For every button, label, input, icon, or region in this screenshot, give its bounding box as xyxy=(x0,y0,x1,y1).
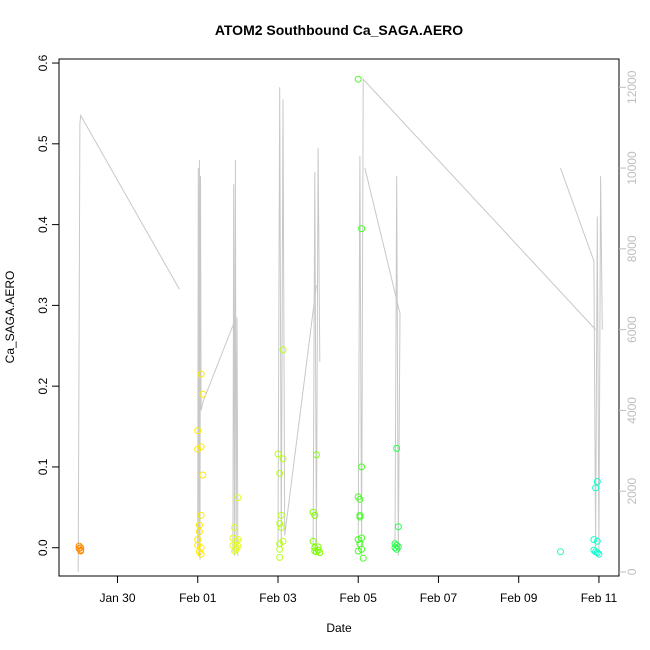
data-point xyxy=(356,495,364,503)
data-point xyxy=(354,547,362,555)
y2-tick-label: 12000 xyxy=(625,70,639,104)
data-point xyxy=(394,543,402,551)
data-point xyxy=(231,547,238,555)
y-axis: 0.0 0.1 0.2 0.3 0.4 0.5 0.6 xyxy=(36,54,59,556)
altitude-line-segment xyxy=(77,113,180,573)
x-tick-label: Feb 11 xyxy=(581,591,618,605)
data-point xyxy=(277,524,285,531)
y2-tick-label: 6000 xyxy=(625,316,639,343)
data-point xyxy=(592,484,600,492)
data-point xyxy=(276,553,284,561)
altitude-line-segment xyxy=(232,159,239,556)
data-point xyxy=(358,534,366,542)
data-point xyxy=(197,443,205,451)
data-point xyxy=(231,524,238,531)
data-points xyxy=(75,75,603,562)
data-point xyxy=(358,545,366,553)
data-point xyxy=(197,550,205,558)
y2-tick-label: 4000 xyxy=(625,397,639,424)
data-point xyxy=(77,547,85,555)
x-tick-label: Feb 03 xyxy=(259,591,297,605)
x-tick-label: Feb 05 xyxy=(340,591,378,605)
data-point xyxy=(274,450,282,458)
data-point xyxy=(279,537,287,545)
y2-tick-label: 0 xyxy=(625,568,639,575)
data-point xyxy=(354,536,362,544)
data-point xyxy=(593,549,601,557)
y-tick-label: 0.4 xyxy=(36,216,50,233)
x-axis: Jan 30 Feb 01 Feb 03 Feb 05 Feb 07 Feb 09 Feb … xyxy=(99,576,618,605)
x-axis-label: Date xyxy=(326,621,352,635)
data-point xyxy=(359,554,367,562)
y-tick-label: 0.1 xyxy=(36,458,50,475)
data-point xyxy=(197,511,205,519)
data-point xyxy=(276,469,284,477)
data-point xyxy=(393,541,401,549)
y2-tick-label: 8000 xyxy=(625,235,639,262)
data-point xyxy=(234,494,242,502)
y-tick-label: 0.0 xyxy=(36,539,50,556)
data-point xyxy=(557,548,564,556)
data-point xyxy=(593,478,601,485)
x-tick-label: Feb 09 xyxy=(500,591,538,605)
data-point xyxy=(199,390,207,398)
data-point xyxy=(316,549,324,557)
data-point xyxy=(276,545,284,553)
data-point xyxy=(593,537,601,545)
y-tick-label: 0.6 xyxy=(36,54,50,71)
data-point xyxy=(197,370,205,378)
y2-tick-label: 10000 xyxy=(625,151,639,185)
data-point xyxy=(195,528,203,536)
altitude-line-segment xyxy=(560,167,603,552)
data-point xyxy=(312,451,320,459)
data-point xyxy=(277,511,285,519)
data-point xyxy=(75,542,83,550)
y-tick-label: 0.2 xyxy=(36,378,50,395)
data-point xyxy=(590,536,598,544)
altitude-line-segment xyxy=(277,87,317,548)
data-point xyxy=(394,523,402,531)
data-point xyxy=(311,511,319,519)
data-point xyxy=(393,444,401,452)
data-point xyxy=(276,520,284,527)
y-axis-label: Ca_SAGA.AERO xyxy=(3,271,17,364)
data-point xyxy=(358,463,366,471)
altitude-line-segment xyxy=(364,167,401,556)
y2-axis: 0 2000 4000 6000 8000 10000 12000 xyxy=(619,70,639,575)
x-tick-label: Feb 07 xyxy=(420,591,458,605)
data-point xyxy=(194,427,202,435)
data-point xyxy=(279,346,287,354)
y-tick-label: 0.3 xyxy=(36,297,50,314)
data-point xyxy=(77,544,85,552)
data-point xyxy=(309,537,317,545)
data-point xyxy=(234,542,242,550)
plot-frame xyxy=(58,58,620,577)
x-tick-label: Feb 01 xyxy=(179,591,217,605)
data-point xyxy=(199,471,207,479)
chart-title: ATOM2 Southbound Ca_SAGA.AERO xyxy=(215,22,463,38)
y2-tick-label: 2000 xyxy=(625,478,639,505)
data-point xyxy=(312,548,320,556)
data-point xyxy=(595,550,603,558)
data-point xyxy=(358,225,366,233)
altitude-line-segment xyxy=(197,159,235,560)
data-point xyxy=(354,75,362,83)
y-tick-label: 0.5 xyxy=(36,135,50,152)
data-point xyxy=(356,513,364,521)
data-point xyxy=(279,455,287,463)
x-tick-label: Jan 30 xyxy=(99,591,135,605)
